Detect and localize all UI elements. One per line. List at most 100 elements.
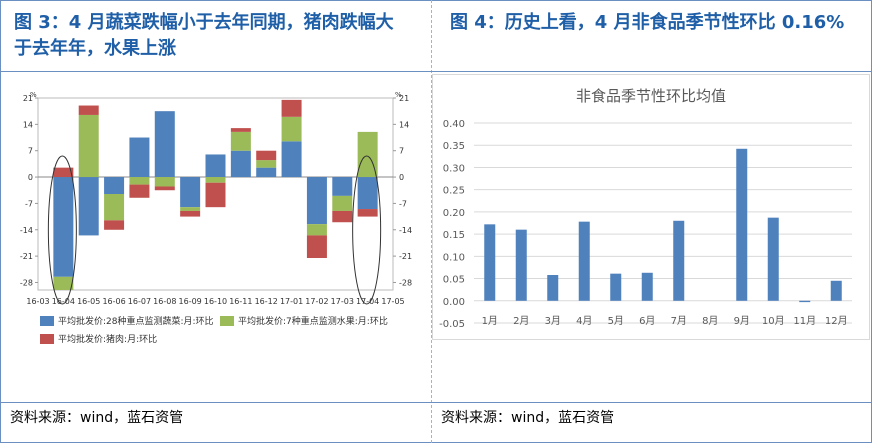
legend-item-fruit: 平均批发价:7种重点监测水果:月:环比: [220, 314, 388, 327]
bar-fruit-16-09: [180, 207, 201, 211]
xtick-label-7月: 7月: [671, 315, 687, 327]
xtick-label-8月: 8月: [702, 315, 718, 327]
xtick-label-17-03: 17-03: [331, 297, 354, 306]
bar-11月: [799, 300, 811, 303]
bar-fruit-17-01: [281, 116, 302, 142]
left-ytick-label: -14: [20, 226, 33, 235]
bar-vegetable-16-10: [205, 154, 226, 178]
bar-10月: [767, 217, 779, 301]
bar-7月: [673, 220, 685, 301]
bar-fruit-17-02: [306, 224, 327, 236]
left-chart-title-line1: 图 3：4 月蔬菜跌幅小于去年同期，猪肉跌幅大: [14, 12, 394, 33]
right-ytick-label: -21: [399, 252, 412, 261]
xtick-label-3月: 3月: [545, 315, 561, 327]
bar-pork-16-06: [104, 220, 125, 230]
bar-pork-16-08: [154, 186, 175, 191]
ytick-label: 0.15: [443, 230, 465, 241]
xtick-label-1月: 1月: [482, 315, 498, 327]
ytick-label: 0.20: [443, 208, 465, 219]
bar-fruit-16-08: [154, 177, 175, 187]
bar-pork-17-01: [281, 99, 302, 117]
bar-fruit-16-06: [104, 194, 125, 221]
left-chart-title-line2: 于去年年，水果上涨: [14, 38, 176, 59]
bar-fruit-16-12: [256, 160, 277, 168]
bar-pork-17-02: [306, 235, 327, 258]
legend-swatch-fruit: [220, 315, 234, 326]
bar-vegetable-17-04: [357, 177, 378, 210]
bar-pork-16-12: [256, 150, 277, 161]
bar-vegetable-16-06: [104, 177, 125, 194]
left-ytick-label: 21: [23, 94, 33, 103]
xtick-label-12月: 12月: [825, 315, 848, 327]
left-plot-area: [37, 97, 394, 291]
legend-item-vegetable: 平均批发价:28种重点监测蔬菜:月:环比: [40, 314, 214, 327]
xtick-label-5月: 5月: [608, 315, 624, 327]
bar-fruit-17-03: [332, 195, 353, 211]
bar-pork-16-09: [180, 210, 201, 217]
legend-label-vegetable: 平均批发价:28种重点监测蔬菜:月:环比: [58, 317, 214, 327]
left-ytick-label: -21: [20, 252, 33, 261]
xtick-label-17-01: 17-01: [280, 297, 303, 306]
bar-pork-16-10: [205, 182, 226, 208]
left-chart-title: 图 3：4 月蔬菜跌幅小于去年同期，猪肉跌幅大 于去年年，水果上涨: [14, 10, 424, 62]
bar-fruit-16-05: [78, 114, 99, 178]
bar-1月: [484, 224, 496, 301]
left-ytick-label: 14: [23, 120, 33, 129]
legend-swatch-vegetable: [40, 315, 54, 326]
xtick-label-16-03: 16-03: [26, 297, 49, 306]
bar-5月: [610, 273, 622, 301]
legend-label-pork: 平均批发价:猪肉:月:环比: [58, 335, 158, 345]
bar-vegetable-16-07: [129, 137, 150, 178]
xtick-label-4月: 4月: [576, 315, 592, 327]
bar-9月: [736, 148, 748, 301]
bar-pork-17-04: [357, 209, 378, 217]
bar-2月: [515, 229, 527, 301]
xtick-label-16-06: 16-06: [102, 297, 125, 306]
bar-vegetable-16-12: [256, 167, 277, 178]
bar-pork-17-03: [332, 210, 353, 223]
bar-vegetable-16-11: [230, 150, 251, 178]
xtick-label-16-05: 16-05: [77, 297, 100, 306]
right-y-unit: %: [395, 91, 402, 99]
legend-item-pork: 平均批发价:猪肉:月:环比: [40, 332, 157, 345]
left-y-unit: %: [30, 91, 37, 99]
xtick-label-17-05: 17-05: [381, 297, 404, 306]
panel-divider: [431, 0, 432, 443]
xtick-label-2月: 2月: [513, 315, 529, 327]
right-ytick-label: 14: [399, 120, 409, 129]
ytick-label: 0.35: [443, 141, 465, 152]
ytick-label: 0.10: [443, 252, 465, 263]
xtick-label-9月: 9月: [734, 315, 750, 327]
ytick-label: 0.30: [443, 163, 465, 174]
xtick-label-17-04: 17-04: [356, 297, 379, 306]
left-source: 资料来源：wind，蓝石资管: [10, 410, 184, 426]
xtick-label-16-12: 16-12: [255, 297, 278, 306]
legend-swatch-pork: [40, 333, 54, 344]
left-ytick-label: 7: [28, 147, 33, 156]
left-ytick-label: -7: [25, 199, 33, 208]
xtick-label-16-09: 16-09: [179, 297, 202, 306]
ytick-label: -0.05: [439, 319, 465, 330]
bar-pork-16-07: [129, 184, 150, 198]
bar-vegetable-16-04: [53, 177, 74, 277]
ytick-label: 0.05: [443, 275, 465, 286]
right-chart-inner-title: 非食品季节性环比均值: [576, 87, 726, 105]
right-bar-chart: 非食品季节性环比均值 0.40 0.35 0.30 0.25 0.20 0.15 0.10 0.…: [432, 74, 870, 340]
highlight-ellipse-16-04: [47, 155, 77, 305]
xtick-label-10月: 10月: [762, 315, 785, 327]
bar-12月: [830, 280, 842, 301]
bar-vegetable-17-02: [306, 177, 327, 225]
bar-fruit-16-11: [230, 131, 251, 151]
ytick-label: 0.00: [443, 297, 465, 308]
bar-vegetable-17-01: [281, 141, 302, 178]
bar-fruit-17-04: [357, 131, 378, 178]
ytick-label: 0.40: [443, 119, 465, 130]
right-ytick-label: 0: [399, 173, 404, 182]
bar-6月: [641, 272, 653, 301]
xtick-label-16-10: 16-10: [204, 297, 227, 306]
legend-label-fruit: 平均批发价:7种重点监测水果:月:环比: [238, 317, 388, 327]
bar-fruit-16-10: [205, 177, 226, 183]
xtick-label-11月: 11月: [793, 315, 816, 327]
xtick-label-16-08: 16-08: [153, 297, 176, 306]
